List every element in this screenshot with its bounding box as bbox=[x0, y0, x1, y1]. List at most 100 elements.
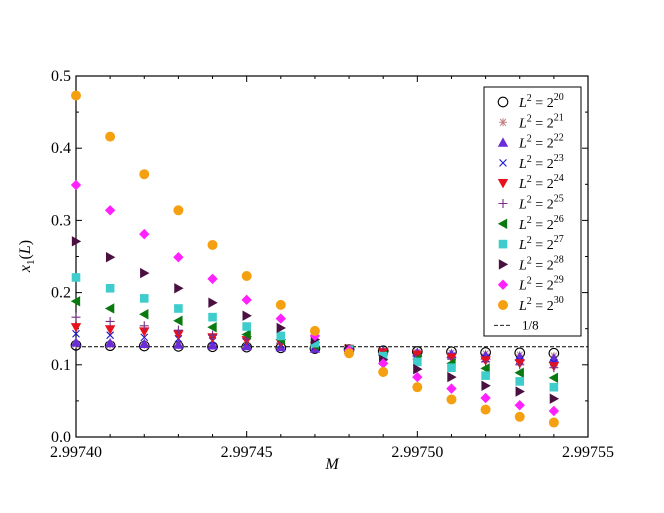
legend-marker bbox=[499, 159, 507, 167]
y-axis-label: x1(L) bbox=[17, 240, 37, 273]
data-point bbox=[276, 322, 286, 334]
data-point bbox=[514, 351, 525, 362]
data-point bbox=[514, 400, 525, 411]
y-tick-label: 0.4 bbox=[51, 140, 71, 157]
data-point bbox=[140, 333, 149, 342]
data-point bbox=[174, 304, 183, 313]
legend-box bbox=[483, 86, 582, 337]
legend-marker bbox=[499, 118, 507, 127]
legend-marker bbox=[498, 300, 508, 310]
y-tick-label: 0.2 bbox=[51, 285, 71, 302]
data-point bbox=[207, 273, 218, 285]
legend-label: L2 = 220 bbox=[518, 92, 564, 111]
legend-label: L2 = 227 bbox=[518, 234, 564, 253]
data-point bbox=[71, 90, 81, 101]
data-point bbox=[514, 367, 524, 378]
data-point bbox=[241, 270, 252, 281]
legend-marker bbox=[497, 137, 509, 147]
data-point bbox=[72, 329, 80, 338]
legend-marker bbox=[497, 179, 509, 189]
data-point bbox=[139, 228, 150, 240]
data-point bbox=[481, 371, 490, 380]
data-point bbox=[481, 357, 491, 367]
data-point bbox=[139, 169, 150, 180]
data-point bbox=[173, 339, 184, 349]
data-point bbox=[139, 309, 149, 320]
data-point bbox=[208, 297, 218, 308]
legend-marker bbox=[498, 259, 509, 270]
data-point bbox=[207, 239, 218, 250]
data-point bbox=[275, 313, 286, 324]
legend-label: L2 = 222 bbox=[518, 133, 564, 152]
data-point bbox=[548, 417, 559, 428]
data-point bbox=[173, 325, 183, 335]
data-marks bbox=[70, 90, 560, 428]
series-30 bbox=[71, 90, 559, 428]
data-point bbox=[173, 205, 184, 216]
data-point bbox=[173, 315, 183, 326]
data-point bbox=[413, 357, 422, 367]
legend-label: L2 = 230 bbox=[518, 295, 564, 314]
data-point bbox=[208, 330, 218, 340]
data-point bbox=[275, 299, 286, 310]
data-point bbox=[480, 392, 491, 404]
y-tick-label: 0.5 bbox=[51, 68, 71, 85]
data-point bbox=[549, 363, 559, 373]
data-point bbox=[480, 363, 490, 374]
data-point bbox=[515, 377, 525, 386]
legend-marker bbox=[498, 239, 508, 249]
data-point bbox=[139, 321, 149, 331]
legend-label: L2 = 225 bbox=[518, 194, 564, 213]
data-point bbox=[344, 348, 355, 359]
data-point bbox=[378, 351, 388, 361]
data-point bbox=[139, 294, 149, 303]
data-point bbox=[447, 363, 456, 372]
data-point bbox=[412, 382, 423, 393]
data-point bbox=[105, 131, 116, 142]
data-point bbox=[446, 383, 457, 394]
data-point bbox=[70, 179, 82, 191]
data-point bbox=[241, 329, 251, 340]
data-point bbox=[549, 393, 560, 404]
data-point bbox=[106, 331, 115, 340]
data-point bbox=[139, 338, 150, 349]
data-point bbox=[413, 363, 423, 375]
data-point bbox=[70, 296, 81, 307]
data-point bbox=[514, 411, 525, 422]
legend-label: L2 = 224 bbox=[518, 173, 564, 192]
data-point bbox=[241, 340, 252, 351]
data-point bbox=[515, 386, 525, 397]
data-point bbox=[208, 312, 217, 322]
legend-marker bbox=[498, 199, 508, 208]
x-axis-label: M bbox=[324, 456, 340, 473]
data-point bbox=[104, 205, 116, 216]
data-point bbox=[242, 322, 251, 331]
y-tick-label: 0.0 bbox=[51, 429, 71, 446]
y-tick-label: 0.3 bbox=[51, 212, 71, 229]
data-point bbox=[549, 382, 559, 392]
series-28 bbox=[71, 236, 560, 404]
data-point bbox=[173, 252, 184, 263]
data-point bbox=[104, 325, 116, 335]
data-point bbox=[378, 358, 389, 369]
data-point bbox=[241, 294, 252, 306]
data-point bbox=[174, 283, 184, 294]
data-point bbox=[70, 323, 82, 333]
data-point bbox=[104, 337, 116, 348]
legend-reference-label: 1/8 bbox=[522, 317, 539, 332]
data-point bbox=[242, 310, 252, 321]
legend-label: L2 = 221 bbox=[518, 112, 564, 131]
data-point bbox=[378, 367, 389, 378]
data-point bbox=[309, 325, 320, 336]
data-point bbox=[71, 312, 81, 322]
data-point bbox=[139, 327, 150, 337]
data-point bbox=[515, 360, 525, 370]
data-point bbox=[481, 380, 491, 391]
legend-label: L2 = 228 bbox=[518, 254, 564, 273]
data-point bbox=[446, 394, 457, 405]
data-point bbox=[548, 353, 560, 363]
data-point bbox=[480, 404, 491, 415]
y-tick-label: 0.1 bbox=[51, 357, 71, 374]
